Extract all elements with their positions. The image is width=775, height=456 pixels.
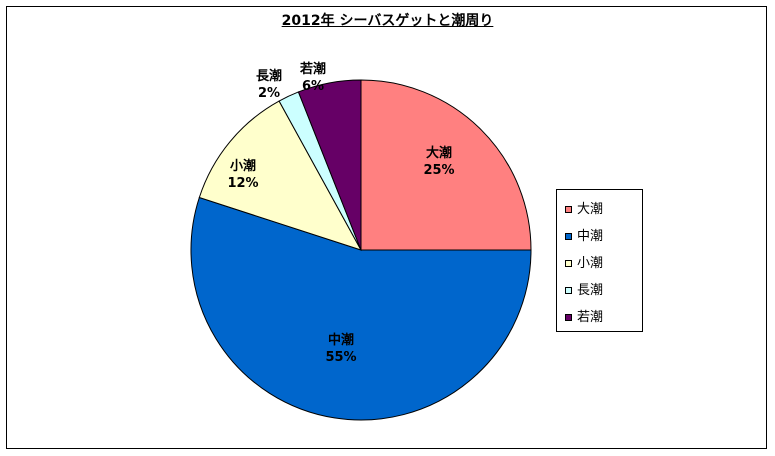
legend-swatch [565,314,572,321]
chart-frame: 2012年 シーバスゲットと潮周り 大潮 25% 中潮 55% 小潮 12% 長潮 2% 若潮 6… [6,6,767,449]
slice-percent-label: 2% [258,86,280,101]
pie-slice-5 [297,79,362,251]
slice-category-label: 中潮 [328,332,354,348]
legend-item: 小潮 [565,256,604,272]
legend-label: 小潮 [577,256,604,271]
legend-label: 中潮 [577,229,604,244]
legend-item: 中潮 [565,229,604,245]
legend-item: 長潮 [565,283,604,299]
legend-label: 長潮 [577,283,604,298]
slice-percent-label: 6% [302,79,324,94]
legend-swatch [565,206,572,213]
pie-slice-1 [360,79,532,251]
legend-swatch [565,287,572,294]
pie-slice-3 [198,100,363,251]
slice-category-label: 小潮 [230,158,256,174]
slice-category-label: 若潮 [299,61,326,77]
legend-item: 若潮 [565,310,604,326]
legend-swatch [565,260,572,267]
legend: 大潮中潮小潮長潮若潮 [556,189,643,332]
pie-slice-2 [190,196,532,421]
chart-title: 2012年 シーバスゲットと潮周り [7,10,768,30]
legend-swatch [565,233,572,240]
pie-chart: 大潮 25% 中潮 55% 小潮 12% 長潮 2% 若潮 6% [190,61,532,421]
legend-label: 大潮 [577,202,604,217]
slice-percent-label: 25% [423,163,454,178]
slice-percent-label: 12% [227,176,258,191]
slice-category-label: 大潮 [426,145,452,161]
slice-category-label: 長潮 [256,68,282,84]
legend-item: 大潮 [565,202,604,218]
legend-label: 若潮 [577,310,604,325]
slice-percent-label: 55% [325,350,356,365]
chart-title-text: 2012年 シーバスゲットと潮周り [281,13,494,29]
